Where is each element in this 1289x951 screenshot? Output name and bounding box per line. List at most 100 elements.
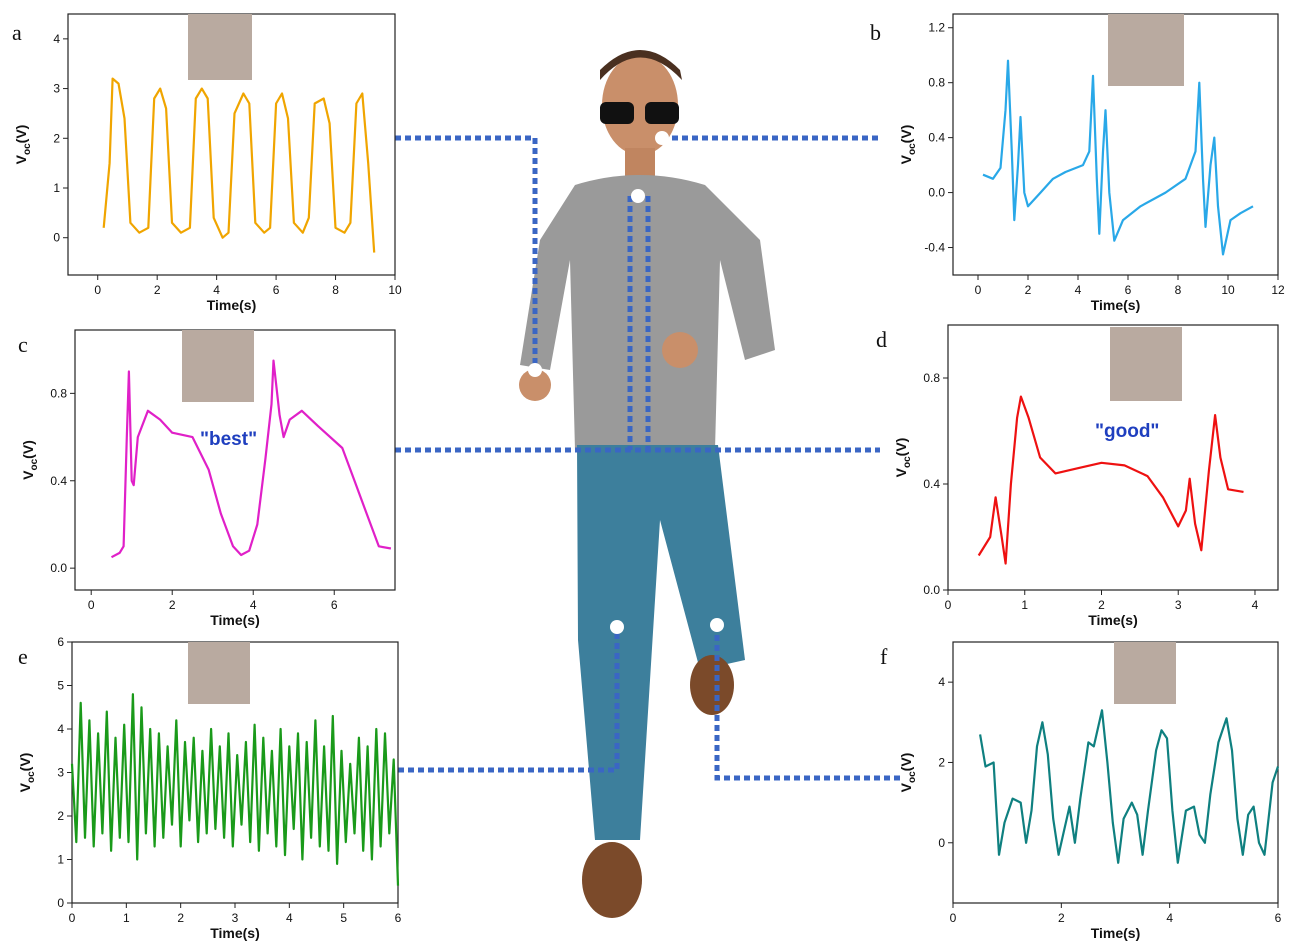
y-axis-label-part: (V)	[13, 125, 29, 144]
x-tick-label: 5	[340, 911, 347, 925]
y-axis-label-part: (V)	[898, 753, 914, 772]
annotation: "best"	[200, 429, 257, 450]
person-illustration	[519, 50, 775, 918]
x-tick-label: 1	[1021, 598, 1028, 612]
x-axis-label: Time(s)	[210, 925, 260, 941]
y-axis-label: Voc(V)	[898, 125, 918, 165]
inset-photo	[1114, 642, 1176, 704]
x-axis-label: Time(s)	[210, 612, 260, 628]
y-tick-label: 0.0	[923, 583, 940, 597]
inset-photo	[182, 330, 254, 402]
x-tick-label: 10	[388, 283, 402, 297]
y-tick-label: 4	[53, 32, 60, 46]
y-axis-label: Voc(V)	[898, 753, 918, 793]
y-tick-label: 0	[53, 231, 60, 245]
x-tick-label: 3	[1175, 598, 1182, 612]
y-tick-label: 0	[57, 896, 64, 910]
panel-label: e	[18, 644, 28, 669]
x-tick-label: 4	[1252, 598, 1259, 612]
y-tick-label: 1	[57, 853, 64, 867]
y-tick-label: 3	[57, 766, 64, 780]
x-tick-label: 8	[332, 283, 339, 297]
y-tick-label: 0.0	[50, 561, 67, 575]
y-axis-label-part: oc	[907, 143, 918, 155]
x-tick-label: 2	[154, 283, 161, 297]
y-tick-label: 0.8	[928, 76, 945, 90]
x-tick-label: 1	[123, 911, 130, 925]
x-axis-label: Time(s)	[1088, 612, 1138, 628]
x-tick-label: 6	[1125, 283, 1132, 297]
y-tick-label: 0	[938, 836, 945, 850]
annotation: "good"	[1095, 421, 1159, 442]
x-tick-label: 0	[945, 598, 952, 612]
x-tick-label: 6	[395, 911, 402, 925]
x-tick-label: 0	[94, 283, 101, 297]
x-tick-label: 6	[331, 598, 338, 612]
y-tick-label: 6	[57, 635, 64, 649]
x-axis-label: Time(s)	[207, 297, 257, 313]
y-tick-label: 3	[53, 82, 60, 96]
y-axis-label-part: oc	[29, 458, 40, 470]
y-axis-label-part: oc	[22, 143, 33, 155]
x-tick-label: 4	[286, 911, 293, 925]
inset-photo	[188, 642, 250, 704]
y-axis-label-part: oc	[902, 456, 913, 468]
x-tick-label: 2	[1098, 598, 1105, 612]
inset-photo	[1108, 14, 1184, 86]
y-tick-label: 2	[938, 755, 945, 769]
y-tick-label: 0.8	[923, 371, 940, 385]
y-tick-label: 1	[53, 181, 60, 195]
y-axis-label: Voc(V)	[20, 440, 40, 480]
x-tick-label: 3	[232, 911, 239, 925]
x-tick-label: 10	[1221, 283, 1235, 297]
y-tick-label: 2	[53, 131, 60, 145]
x-tick-label: 0	[975, 283, 982, 297]
figure: a024681001234Time(s)Voc(V)b024681012-0.4…	[0, 0, 1289, 951]
panel-label: f	[880, 644, 888, 669]
y-axis-label: Voc(V)	[893, 438, 913, 478]
x-tick-label: 2	[177, 911, 184, 925]
y-axis-label-part: (V)	[20, 440, 36, 459]
y-axis-label-part: oc	[907, 771, 918, 783]
x-tick-label: 0	[69, 911, 76, 925]
x-tick-label: 2	[169, 598, 176, 612]
x-tick-label: 2	[1058, 911, 1065, 925]
panel-label: a	[12, 20, 22, 45]
x-tick-label: 4	[250, 598, 257, 612]
panel: d 0 1 2 3 4 0.0 0.4 0.8 Time(s) Voc(V) "good"	[876, 325, 1278, 628]
y-tick-label: 5	[57, 679, 64, 693]
x-axis-label: Time(s)	[1091, 925, 1141, 941]
panel-label: c	[18, 332, 28, 357]
x-tick-label: 8	[1175, 283, 1182, 297]
inset-photo	[1110, 327, 1182, 401]
y-tick-label: 0.4	[928, 131, 945, 145]
x-tick-label: 6	[273, 283, 280, 297]
y-tick-label: -0.4	[924, 241, 945, 255]
y-tick-label: 1.2	[928, 21, 945, 35]
y-axis-label-part: (V)	[893, 438, 909, 457]
y-tick-label: 0.4	[923, 477, 940, 491]
y-tick-label: 4	[57, 722, 64, 736]
x-tick-label: 4	[1075, 283, 1082, 297]
panel-label: d	[876, 327, 887, 352]
inset-photo	[188, 14, 252, 80]
y-tick-label: 4	[938, 675, 945, 689]
x-tick-label: 2	[1025, 283, 1032, 297]
x-tick-label: 12	[1271, 283, 1285, 297]
y-axis-label: Voc(V)	[13, 125, 33, 165]
x-tick-label: 0	[950, 911, 957, 925]
x-tick-label: 4	[213, 283, 220, 297]
x-tick-label: 6	[1275, 911, 1282, 925]
x-tick-label: 4	[1166, 911, 1173, 925]
y-tick-label: 0.4	[50, 474, 67, 488]
panel-label: b	[870, 20, 881, 45]
y-tick-label: 0.8	[50, 386, 67, 400]
y-axis-label-part: (V)	[17, 753, 33, 772]
panel: f 0 2 4 6 0 2 4 Time(s) Voc(V)	[880, 642, 1282, 941]
y-axis-label-part: oc	[26, 771, 37, 783]
y-axis-label: Voc(V)	[17, 753, 37, 793]
